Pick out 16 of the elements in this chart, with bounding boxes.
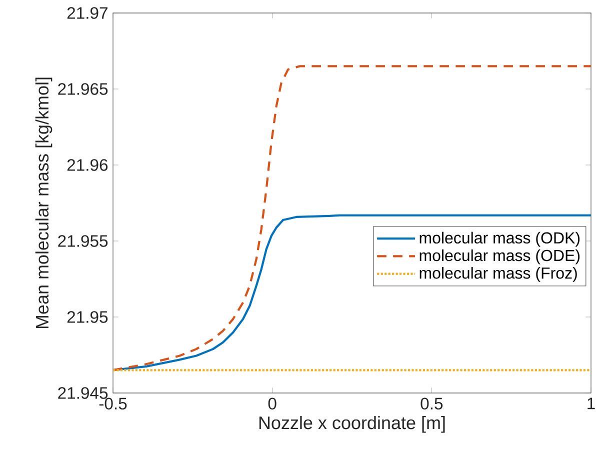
x-tick-label: 0.5 xyxy=(420,398,443,410)
y-tick-label: 21.945 xyxy=(58,387,108,399)
x-tick-label: -0.5 xyxy=(99,398,127,410)
y-tick-label: 21.95 xyxy=(67,311,108,323)
y-axis-title: Mean molecular mass [kg/kmol] xyxy=(35,78,52,328)
legend-label: molecular mass (ODE) xyxy=(420,249,580,264)
x-tick-label: 1 xyxy=(588,398,595,410)
x-axis-title: Nozzle x coordinate [m] xyxy=(259,416,445,433)
y-tick-label: 21.965 xyxy=(58,83,108,95)
legend-label: molecular mass (ODK) xyxy=(420,232,580,247)
y-tick-label: 21.96 xyxy=(67,159,108,171)
y-tick-label: 21.955 xyxy=(58,235,108,247)
x-tick-label: 0 xyxy=(268,398,276,410)
legend-label: molecular mass (Froz) xyxy=(420,267,577,282)
line-series xyxy=(113,214,592,372)
y-tick-label: 21.97 xyxy=(67,7,108,19)
